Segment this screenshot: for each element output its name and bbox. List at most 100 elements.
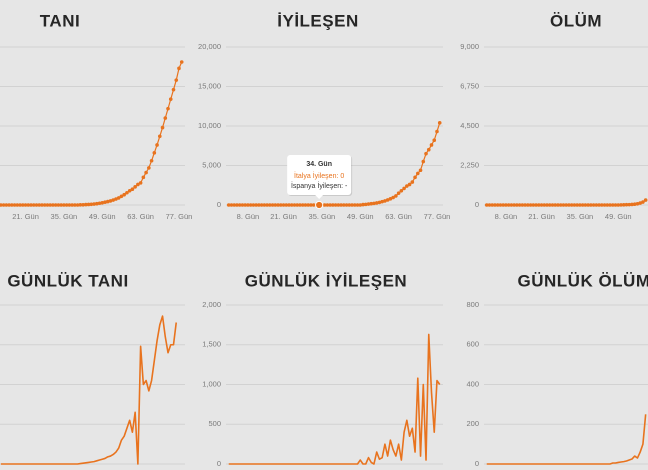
data-point: [567, 203, 571, 207]
data-point: [602, 203, 607, 207]
data-point: [1, 203, 6, 207]
data-point: [322, 203, 327, 207]
data-point: [284, 203, 289, 207]
data-point: [23, 203, 28, 207]
x-tick-label: 77. Gün: [424, 212, 451, 221]
x-tick-label: 63. Gün: [385, 212, 412, 221]
x-tick-label: 49. Gün: [605, 212, 632, 221]
data-point: [594, 203, 599, 207]
data-point: [141, 175, 146, 180]
data-point: [306, 203, 311, 207]
data-point: [394, 194, 398, 198]
data-point: [426, 147, 431, 152]
data-point: [67, 203, 72, 207]
chart-title: İYİLEŞEN: [277, 11, 358, 30]
y-tick-label: 0: [475, 200, 479, 209]
data-point: [333, 203, 338, 207]
data-point: [624, 202, 629, 207]
data-point: [374, 201, 379, 205]
data-point: [369, 201, 374, 206]
data-point: [429, 143, 434, 147]
data-point: [336, 203, 341, 207]
data-point: [265, 203, 269, 207]
data-point: [70, 203, 74, 207]
data-point: [437, 121, 442, 125]
series-line: [486, 414, 647, 465]
data-point: [613, 203, 618, 207]
data-point: [578, 203, 582, 207]
data-point: [229, 203, 234, 207]
data-point: [550, 203, 555, 207]
data-point: [487, 203, 492, 207]
data-point: [34, 203, 39, 207]
data-point: [73, 203, 77, 207]
data-point: [237, 203, 242, 207]
x-tick-label: 21. Gün: [270, 212, 297, 221]
data-point: [31, 203, 36, 207]
data-point: [621, 203, 626, 207]
data-point: [385, 198, 390, 202]
data-point: [402, 186, 406, 191]
data-point: [152, 151, 157, 155]
x-tick-label: 35. Gün: [309, 212, 336, 221]
x-tick-label: 49. Gün: [347, 212, 374, 221]
y-tick-label: 500: [208, 419, 221, 428]
chart-panel: ÖLÜM 0 2,250 4,500 6,750 9,000 8. Gün 21. Gün 35…: [460, 11, 648, 221]
data-point: [545, 203, 549, 207]
y-tick-label: 4,500: [460, 121, 479, 130]
data-point: [103, 200, 107, 205]
data-point: [517, 203, 522, 207]
data-point: [133, 185, 137, 189]
tooltip-line: İtalya İyileşen: 0: [294, 171, 344, 180]
y-tick-label: 0: [475, 459, 479, 468]
data-point: [344, 203, 349, 207]
data-point: [520, 203, 525, 207]
data-point: [498, 203, 503, 207]
chart-title: TANI: [40, 11, 80, 30]
data-point: [138, 181, 143, 185]
data-point: [418, 168, 423, 173]
data-point: [119, 194, 124, 199]
data-point: [276, 203, 280, 207]
data-point: [259, 203, 264, 207]
data-point: [396, 191, 401, 195]
data-point: [377, 200, 382, 205]
y-tick-label: 10,000: [198, 121, 221, 130]
data-point: [534, 203, 538, 207]
data-point: [235, 203, 239, 207]
data-point: [572, 203, 577, 207]
data-point: [542, 203, 547, 207]
data-point: [632, 202, 637, 207]
data-point: [26, 203, 31, 207]
data-point: [179, 60, 184, 64]
tooltip-title: 34. Gün: [306, 161, 332, 168]
x-tick-label: 35. Gün: [51, 212, 78, 221]
y-tick-label: 1,000: [202, 379, 221, 388]
data-point: [591, 203, 596, 207]
data-point: [610, 203, 615, 207]
data-point: [328, 203, 332, 207]
data-point: [616, 203, 621, 207]
data-point: [526, 203, 530, 207]
chart-title: ÖLÜM: [550, 11, 602, 30]
data-point: [130, 187, 135, 191]
data-point: [416, 171, 420, 176]
data-point: [556, 203, 560, 207]
data-point: [407, 182, 412, 187]
data-point: [171, 87, 176, 92]
x-tick-label: 63. Gün: [127, 212, 154, 221]
chart-panel: GÜNLÜK ÖLÜM 0 200 400 600 800: [466, 271, 648, 468]
data-point: [583, 203, 588, 207]
data-point: [627, 202, 632, 207]
data-point: [75, 203, 80, 207]
data-point: [325, 203, 330, 207]
chart-panel: İYİLEŞEN 0 5,000 10,000 15,000 20,000 8. Gün 21…: [198, 11, 450, 221]
data-point: [380, 199, 384, 204]
data-point: [81, 202, 85, 207]
data-point: [561, 203, 566, 207]
data-point: [92, 202, 96, 206]
y-tick-label: 2,000: [202, 300, 221, 309]
y-tick-label: 2,250: [460, 160, 479, 169]
y-tick-label: 5,000: [202, 160, 221, 169]
